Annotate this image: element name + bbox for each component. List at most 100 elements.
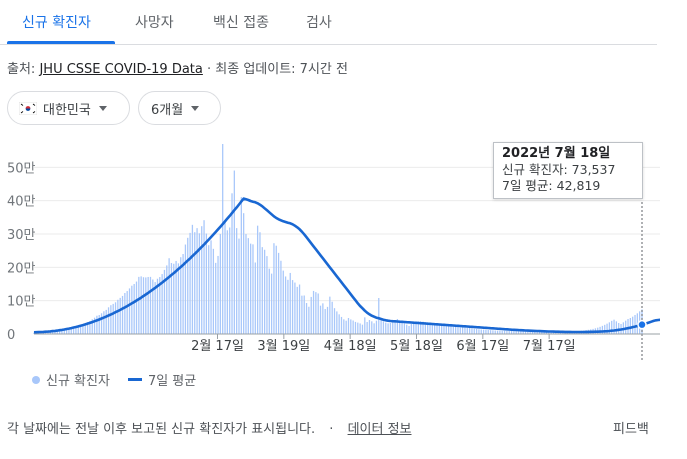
case-bar bbox=[438, 324, 440, 334]
case-bar bbox=[506, 330, 508, 334]
case-bar bbox=[247, 238, 249, 334]
y-tick-label: 30만 bbox=[7, 228, 36, 243]
case-bar bbox=[140, 276, 142, 334]
case-bar bbox=[415, 321, 417, 334]
case-bar bbox=[359, 323, 361, 334]
case-bar bbox=[471, 328, 473, 334]
tab-new-cases[interactable]: 신규 확진자 bbox=[22, 15, 91, 31]
case-bar bbox=[424, 322, 426, 334]
case-bar bbox=[308, 306, 310, 334]
case-bar bbox=[485, 329, 487, 334]
case-bar bbox=[266, 256, 268, 334]
tab-vaccinations[interactable]: 백신 접종 bbox=[213, 15, 269, 31]
case-bar bbox=[93, 317, 96, 334]
case-bar bbox=[406, 324, 408, 334]
feedback-link[interactable]: 피드백 bbox=[613, 422, 649, 437]
case-bar bbox=[329, 296, 331, 334]
tooltip-average: 7일 평균: 42,819 bbox=[502, 178, 601, 193]
case-bar bbox=[168, 258, 170, 334]
case-bar bbox=[110, 305, 112, 334]
case-bar bbox=[454, 327, 457, 334]
tab-testing[interactable]: 검사 bbox=[306, 15, 332, 31]
case-bar bbox=[305, 303, 308, 334]
case-bar bbox=[77, 326, 79, 334]
case-bar bbox=[529, 331, 531, 334]
avg-line bbox=[33, 197, 660, 334]
cases-chart[interactable]: 0 10만 20만 30만 40만 50만 2월 17일 3월 19일 4월 18일 5월 18… bbox=[0, 134, 660, 360]
case-bar bbox=[382, 321, 385, 334]
case-bar bbox=[606, 323, 608, 334]
case-bar bbox=[219, 233, 222, 334]
case-bar bbox=[270, 273, 273, 334]
case-bar bbox=[548, 331, 550, 334]
case-bar bbox=[480, 329, 482, 334]
case-bar bbox=[243, 213, 245, 334]
case-bar bbox=[89, 321, 91, 334]
chart-legend: 신규 확진자 7일 평균 bbox=[32, 370, 196, 389]
case-bar bbox=[310, 296, 312, 334]
case-bar bbox=[520, 331, 522, 334]
case-bar bbox=[392, 322, 394, 334]
case-bar bbox=[378, 298, 380, 334]
case-bar bbox=[166, 265, 168, 334]
case-bar bbox=[380, 319, 382, 334]
region-select-label: 대한민국 bbox=[43, 102, 91, 118]
case-bar bbox=[322, 303, 324, 334]
case-bar bbox=[524, 331, 527, 334]
case-bar bbox=[79, 325, 82, 334]
source-link[interactable]: JHU CSSE COVID-19 Data bbox=[39, 62, 203, 77]
case-bar bbox=[114, 302, 117, 334]
korea-flag-icon bbox=[19, 101, 37, 115]
case-bar bbox=[413, 322, 415, 334]
case-bar bbox=[233, 170, 235, 334]
case-bar bbox=[147, 276, 149, 334]
case-bar bbox=[541, 331, 543, 334]
case-bar bbox=[152, 279, 154, 334]
case-bar bbox=[273, 243, 275, 334]
case-bar bbox=[443, 325, 445, 334]
case-bar bbox=[473, 328, 475, 334]
case-bar bbox=[510, 331, 513, 334]
data-info-link[interactable]: 데이터 정보 bbox=[347, 422, 412, 437]
case-bar bbox=[452, 326, 454, 334]
chart-tooltip: 2022년 7월 18일 신규 확진자: 73,537 7일 평균: 42,81… bbox=[493, 142, 643, 199]
bar-legend-icon bbox=[32, 375, 40, 384]
case-bar bbox=[117, 299, 119, 334]
case-bar bbox=[345, 320, 347, 334]
case-bar bbox=[417, 321, 420, 334]
case-bar bbox=[427, 322, 429, 334]
case-bar bbox=[385, 322, 387, 334]
y-tick-label: 50만 bbox=[7, 161, 36, 176]
case-bar bbox=[163, 269, 166, 334]
source-prefix: 출처: bbox=[7, 62, 36, 77]
case-bar bbox=[431, 323, 433, 334]
case-bar bbox=[543, 331, 545, 334]
case-bar bbox=[336, 311, 338, 334]
case-bar bbox=[142, 277, 145, 334]
footer-text: 각 날짜에는 전날 이후 보고된 신규 확진자가 표시됩니다. bbox=[7, 422, 316, 437]
case-bar bbox=[128, 288, 131, 334]
case-bar bbox=[303, 295, 305, 334]
case-bar bbox=[636, 313, 638, 334]
case-bar bbox=[534, 331, 536, 334]
case-bar bbox=[350, 319, 352, 334]
case-bar bbox=[434, 323, 436, 334]
period-select-label: 6개월 bbox=[151, 102, 184, 118]
case-bar bbox=[301, 295, 303, 334]
case-bar bbox=[256, 225, 259, 334]
case-bar bbox=[103, 311, 105, 334]
case-bar bbox=[201, 226, 203, 334]
y-tick-label: 0 bbox=[7, 328, 15, 343]
case-bar bbox=[86, 322, 89, 334]
case-bar bbox=[245, 234, 247, 334]
chevron-down-icon bbox=[98, 105, 107, 111]
region-select[interactable]: 대한민국 bbox=[7, 91, 130, 125]
case-bar bbox=[466, 327, 468, 334]
case-bar bbox=[489, 330, 492, 334]
tab-deaths[interactable]: 사망자 bbox=[135, 15, 174, 31]
case-bar bbox=[205, 233, 208, 334]
case-bar bbox=[499, 330, 501, 334]
case-bar bbox=[464, 327, 466, 334]
y-tick-label: 40만 bbox=[7, 195, 36, 210]
period-select[interactable]: 6개월 bbox=[138, 91, 221, 125]
